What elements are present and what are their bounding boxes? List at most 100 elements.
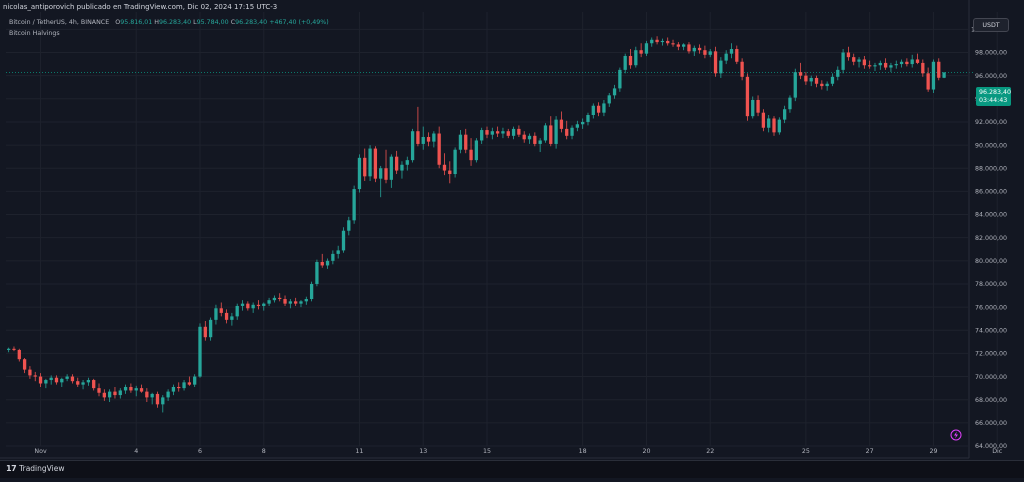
candle-body bbox=[60, 378, 64, 383]
high-value: 96.283,40 bbox=[159, 19, 192, 26]
price-tick-label: 72.000,00 bbox=[975, 351, 1007, 358]
candle-body bbox=[81, 382, 85, 385]
candle-body bbox=[379, 168, 383, 179]
candle-body bbox=[511, 128, 516, 136]
candle-body bbox=[846, 52, 851, 58]
candle-body bbox=[713, 51, 718, 74]
price-tick-label: 76.000,00 bbox=[975, 304, 1007, 311]
candle-body bbox=[315, 261, 319, 284]
price-tick-label: 78.000,00 bbox=[975, 281, 1007, 288]
candle-body bbox=[676, 44, 680, 47]
price-tick-label: 66.000,00 bbox=[975, 420, 1007, 427]
candle-body bbox=[873, 65, 877, 67]
candle-body bbox=[543, 125, 548, 141]
indicator-label[interactable]: Bitcoin Halvings bbox=[9, 30, 60, 37]
candle-body bbox=[474, 140, 479, 161]
time-axis: Nov468111315182022252729Dic3 bbox=[0, 448, 1003, 459]
grid bbox=[6, 12, 998, 447]
change-value: +467,40 (+0,49%) bbox=[269, 19, 329, 26]
candle-body bbox=[788, 97, 792, 110]
candle-body bbox=[38, 376, 43, 384]
candle-body bbox=[740, 61, 744, 77]
candle-body bbox=[448, 170, 452, 175]
symbol-title[interactable]: Bitcoin / TetherUS, 4h, BINANCE bbox=[9, 19, 110, 26]
candle-body bbox=[453, 149, 457, 175]
price-tick-label: 82.000,00 bbox=[975, 235, 1007, 242]
candle-body bbox=[278, 297, 282, 300]
time-tick-label: Dic bbox=[992, 448, 1003, 455]
candle-body bbox=[660, 40, 665, 43]
candle-body bbox=[161, 397, 165, 405]
candle-body bbox=[910, 59, 914, 65]
candle-body bbox=[458, 134, 463, 150]
candle-body bbox=[267, 300, 271, 304]
open-value: 95.816,01 bbox=[120, 19, 153, 26]
candle-body bbox=[214, 308, 218, 320]
candle-body bbox=[533, 135, 537, 144]
candle-body bbox=[490, 131, 494, 135]
candle-body bbox=[107, 391, 112, 398]
candle-body bbox=[650, 39, 654, 44]
open-label: O bbox=[115, 19, 121, 26]
candle-body bbox=[86, 380, 91, 383]
candle-body bbox=[729, 49, 734, 54]
last-price-value: 96.283,40 bbox=[979, 89, 1012, 96]
candle-body bbox=[565, 128, 569, 136]
candle-body bbox=[804, 75, 808, 82]
candle-body bbox=[363, 157, 367, 177]
symbol-legend: Bitcoin / TetherUS, 4h, BINANCE O95.816,… bbox=[9, 19, 329, 26]
candle-body bbox=[123, 386, 128, 391]
candle-body bbox=[251, 304, 255, 309]
candle-body bbox=[793, 72, 797, 98]
candle-body bbox=[942, 72, 946, 78]
candle-body bbox=[17, 349, 21, 360]
candle-body bbox=[150, 393, 154, 398]
candle-body bbox=[820, 83, 824, 87]
candle-body bbox=[517, 128, 521, 135]
time-tick-label: 27 bbox=[866, 448, 874, 455]
candle-body bbox=[724, 53, 728, 61]
candle-body bbox=[262, 303, 266, 306]
time-tick-label: 11 bbox=[355, 448, 363, 455]
price-tick-label: 70.000,00 bbox=[975, 374, 1007, 381]
candle-body bbox=[177, 386, 181, 389]
candle-body bbox=[33, 375, 37, 377]
candle-body bbox=[830, 76, 835, 84]
candle-body bbox=[394, 156, 399, 171]
candle-body bbox=[591, 105, 595, 116]
candle-body bbox=[883, 62, 888, 68]
candle-body bbox=[596, 105, 601, 113]
candle-body bbox=[682, 44, 686, 47]
candle-body bbox=[878, 62, 882, 66]
candle-body bbox=[294, 301, 298, 304]
candle-body bbox=[219, 308, 223, 313]
candle-body bbox=[634, 50, 638, 66]
candle-body bbox=[644, 43, 649, 54]
candle-body bbox=[12, 348, 16, 350]
candle-body bbox=[139, 388, 144, 392]
candle-body bbox=[921, 62, 925, 74]
candle-body bbox=[607, 95, 611, 104]
candle-body bbox=[7, 348, 11, 350]
candle-body bbox=[283, 299, 287, 304]
lightning-circle-icon[interactable] bbox=[950, 429, 962, 441]
candle-body bbox=[203, 326, 207, 338]
candle-body bbox=[687, 44, 691, 52]
candle-body bbox=[325, 260, 330, 266]
candle-body bbox=[756, 99, 760, 113]
currency-button[interactable]: USDT bbox=[973, 18, 1009, 32]
candle-body bbox=[166, 391, 170, 398]
candle-body bbox=[70, 376, 75, 382]
candle-body bbox=[538, 140, 542, 144]
candle-body bbox=[113, 391, 117, 396]
tradingview-logo[interactable]: 17 TradingView bbox=[6, 464, 64, 473]
last-price-label: 96.283,40 03:44:43 bbox=[976, 87, 1011, 106]
candle-body bbox=[187, 382, 192, 385]
candle-body bbox=[118, 390, 122, 396]
candle-body bbox=[841, 52, 845, 70]
candle-body bbox=[469, 149, 473, 161]
time-tick-label: 29 bbox=[929, 448, 937, 455]
candle-body bbox=[868, 65, 872, 67]
